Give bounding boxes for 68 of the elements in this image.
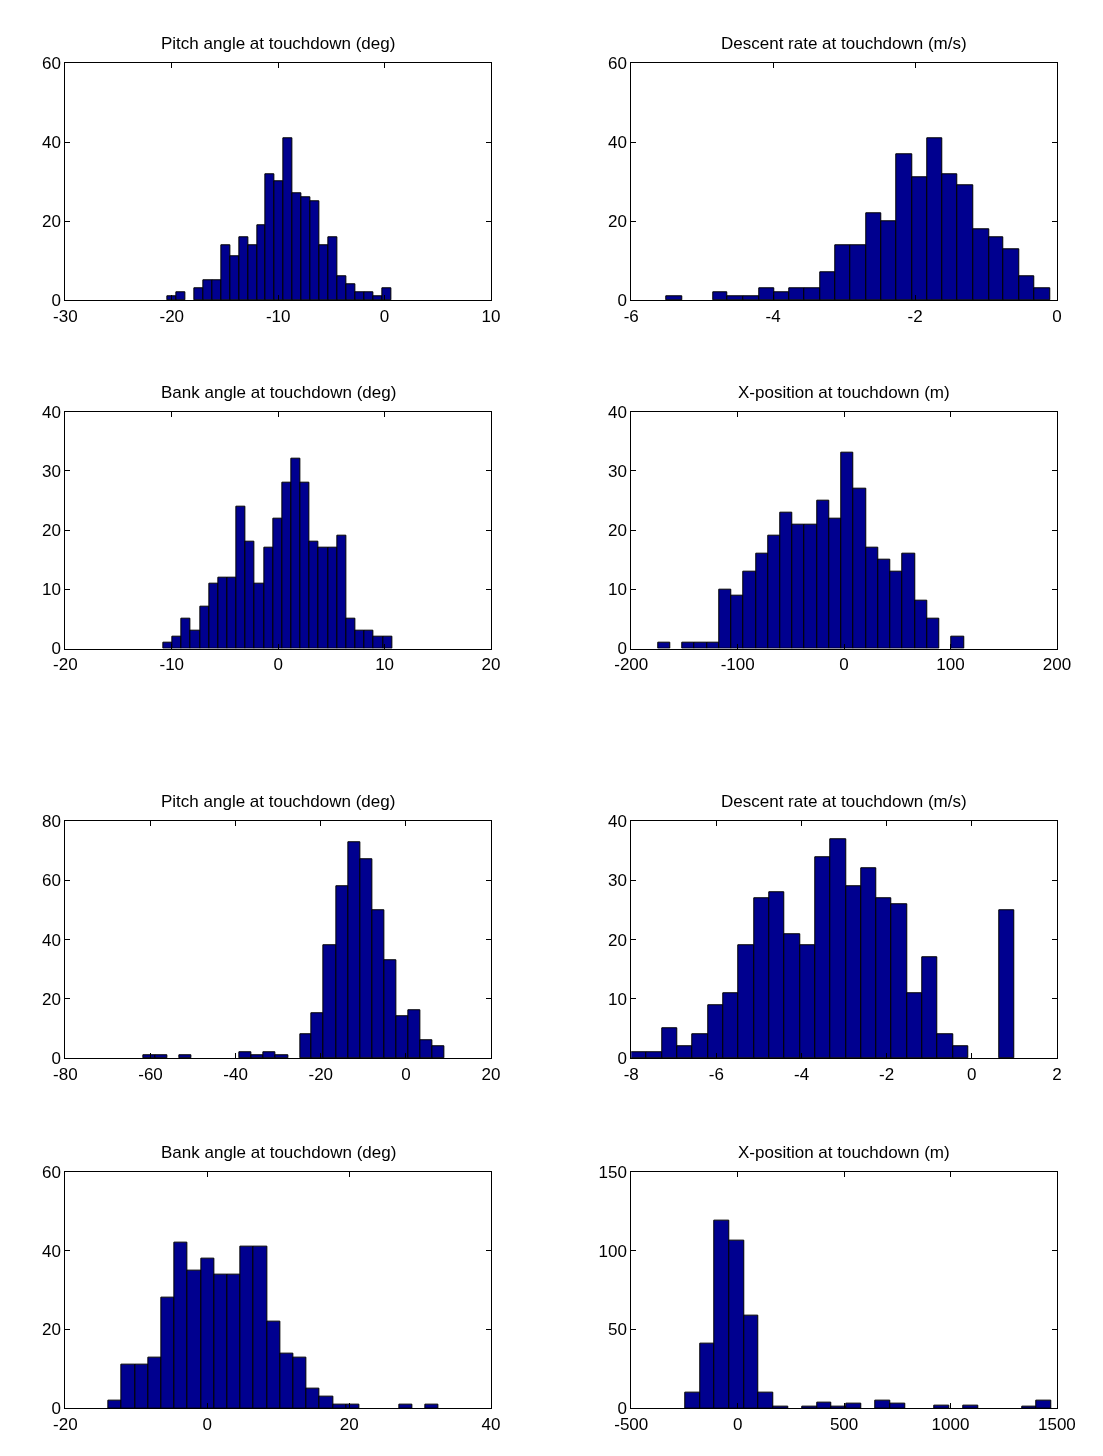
y-tick-label: 40 [42,930,61,950]
chart-title: Bank angle at touchdown (deg) [161,383,397,402]
y-tick-label: 20 [607,212,627,232]
x-tick-label: 20 [339,1414,359,1434]
x-tick-label: 0 [379,306,390,326]
y-tick-label: 10 [607,580,627,600]
y-tick-label: 60 [42,1162,61,1182]
chart-title: Bank angle at touchdown (deg) [161,1143,397,1162]
x-tick-label: 20 [481,1064,501,1084]
y-tick-label: 30 [607,871,627,891]
y-tick-label: 20 [42,212,61,232]
x-tick-label: 0 [1052,306,1062,326]
x-tick-label: -60 [138,1064,163,1084]
y-tick-label: 60 [42,871,61,891]
x-tick-label: -10 [159,654,185,674]
x-tick-label: -4 [793,1064,810,1084]
y-tick-label: 30 [42,461,61,481]
y-tick-label: 20 [42,989,61,1009]
x-tick-label: 0 [401,1064,411,1084]
x-tick-label: 200 [1042,654,1072,674]
y-tick-label: 150 [598,1162,627,1182]
x-tick-label: -40 [223,1064,248,1084]
y-tick-label: 20 [607,930,627,950]
chart-title: Descent rate at touchdown (m/s) [721,792,967,811]
x-tick-label: -10 [265,306,291,326]
chart-title: Descent rate at touchdown (m/s) [721,34,967,53]
chart-title: X-position at touchdown (m) [738,1143,950,1162]
y-tick-label: 40 [607,133,627,153]
x-tick-label: -20 [159,306,185,326]
x-tick-label: 0 [839,654,849,674]
x-tick-label: -2 [907,306,923,326]
y-tick-label: 80 [42,812,61,832]
x-tick-label: 0 [273,654,283,674]
x-tick-label: 10 [481,306,501,326]
y-tick-label: 20 [42,1320,61,1340]
y-tick-label: 20 [42,521,61,541]
y-tick-label: 40 [42,133,61,153]
x-tick-label: 10 [375,654,395,674]
y-tick-label: 40 [607,402,627,422]
y-tick-label: 30 [607,461,627,481]
x-tick-label: -20 [308,1064,334,1084]
x-tick-label: -100 [720,654,755,674]
y-tick-label: 20 [607,521,627,541]
y-tick-label: 40 [607,812,627,832]
x-tick-label: 0 [202,1414,212,1434]
y-tick-label: 10 [42,580,61,600]
x-tick-label: 0 [732,1414,743,1434]
x-tick-label: 1500 [1038,1414,1076,1434]
y-tick-label: 60 [42,54,61,74]
x-tick-label: -4 [765,306,781,326]
x-tick-label: 2 [1052,1064,1062,1084]
x-tick-label: 100 [936,654,965,674]
x-tick-label: -2 [879,1064,895,1084]
y-tick-label: 10 [607,989,627,1009]
x-tick-label: 1000 [931,1414,970,1434]
x-tick-label: 0 [967,1064,977,1084]
chart-title: Pitch angle at touchdown (deg) [161,34,396,53]
y-tick-label: 100 [598,1241,627,1261]
chart-title: X-position at touchdown (m) [738,383,950,402]
y-tick-label: 40 [42,1241,61,1261]
x-tick-label: 20 [481,654,501,674]
y-tick-label: 50 [607,1320,627,1340]
x-tick-label: -6 [708,1064,724,1084]
chart-title: Pitch angle at touchdown (deg) [161,792,396,811]
y-tick-label: 40 [42,402,61,422]
x-tick-label: 40 [481,1414,501,1434]
x-tick-label: 500 [829,1414,859,1434]
y-tick-label: 60 [607,54,627,74]
